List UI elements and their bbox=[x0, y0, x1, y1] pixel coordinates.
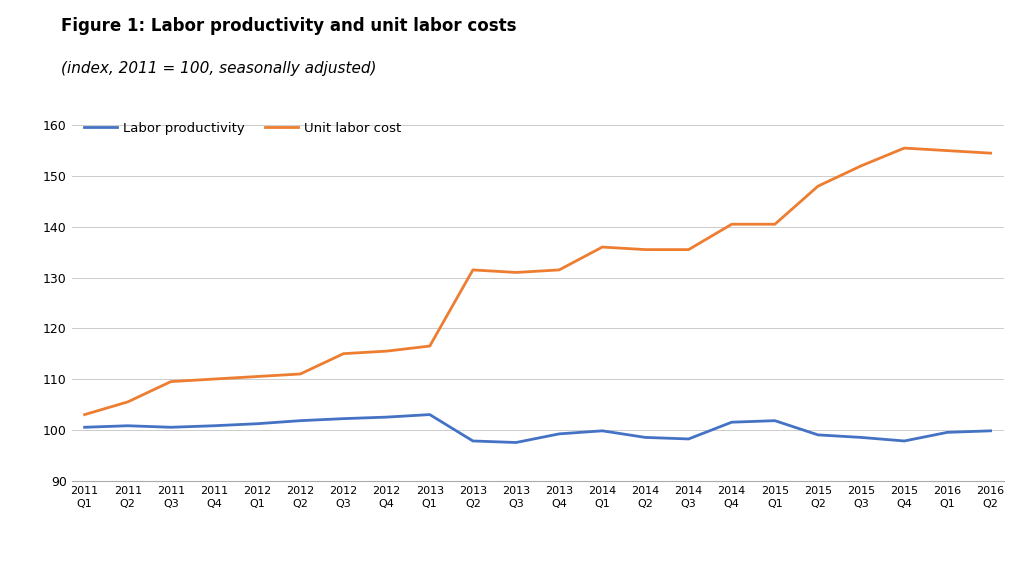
Text: Figure 1: Labor productivity and unit labor costs: Figure 1: Labor productivity and unit la… bbox=[61, 17, 517, 35]
Legend: Labor productivity, Unit labor cost: Labor productivity, Unit labor cost bbox=[78, 116, 407, 140]
Text: (index, 2011 = 100, seasonally adjusted): (index, 2011 = 100, seasonally adjusted) bbox=[61, 61, 377, 76]
